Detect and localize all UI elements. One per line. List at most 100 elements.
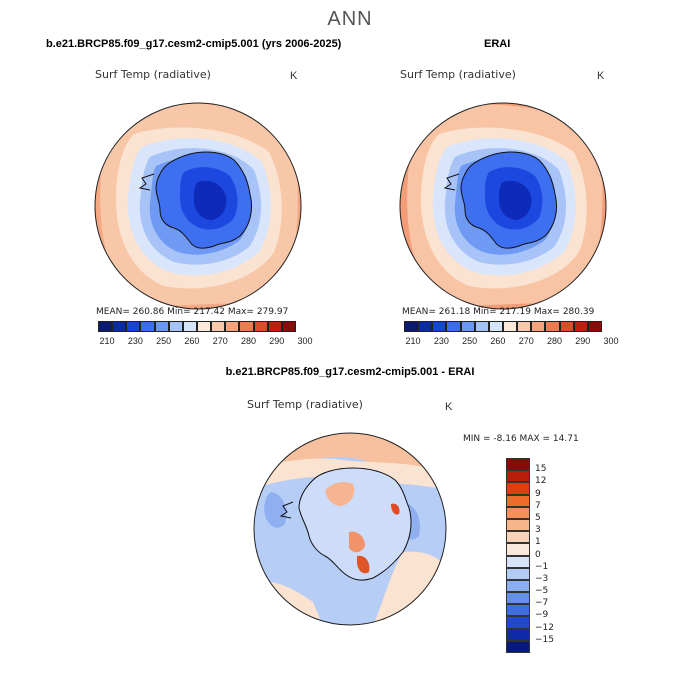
colorbar-tick-label: 260 bbox=[184, 336, 200, 346]
colorbar-swatch bbox=[517, 321, 532, 332]
colorbar-swatch bbox=[587, 321, 602, 332]
colorbar-swatch bbox=[506, 506, 530, 519]
panel-diff-title: b.e21.BRCP85.f09_g17.cesm2-cmip5.001 - E… bbox=[225, 366, 475, 378]
colorbar-swatch bbox=[418, 321, 433, 332]
colorbar-tick-label: 300 bbox=[297, 336, 313, 346]
colorbar-swatch bbox=[506, 640, 530, 653]
colorbar-tick-label: 210 bbox=[99, 336, 115, 346]
map-warm-anomaly-coast bbox=[357, 555, 370, 574]
colorbar-swatch bbox=[531, 321, 546, 332]
colorbar-tick-label: 260 bbox=[490, 336, 506, 346]
antarctic-peninsula bbox=[138, 173, 155, 191]
colorbar-tick-label: −9 bbox=[535, 610, 549, 621]
colorbar-swatch bbox=[474, 321, 489, 332]
colorbar-tick-label: 230 bbox=[433, 336, 449, 346]
colorbar-tick-label: −5 bbox=[535, 586, 549, 597]
colorbar-swatch bbox=[559, 321, 574, 332]
colorbar-swatch bbox=[573, 321, 588, 332]
colorbar-swatch bbox=[506, 616, 530, 629]
colorbar-tick-label: −3 bbox=[535, 573, 549, 584]
panel-obs-variable-label: Surf Temp (radiative) bbox=[400, 68, 516, 81]
colorbar-tick-label: −1 bbox=[535, 561, 549, 572]
colorbar-tick-label: −12 bbox=[535, 622, 554, 633]
panel-model-map bbox=[94, 102, 302, 310]
colorbar-tick-label: 0 bbox=[535, 549, 541, 560]
colorbar-tick-label: 15 bbox=[535, 464, 547, 475]
colorbar-tick-label: 280 bbox=[240, 336, 257, 346]
colorbar-swatch bbox=[506, 494, 530, 507]
colorbar-tick-label: 1 bbox=[535, 537, 541, 548]
colorbar-tick-label: 250 bbox=[462, 336, 478, 346]
colorbar-swatch bbox=[404, 321, 419, 332]
panel-obs-map bbox=[399, 102, 607, 310]
panel-diff-colorbar-ticks: 15 12 9 7 5 3 1 0 −1 −3 −5 −7 −9 −12 −15 bbox=[535, 458, 575, 653]
colorbar-swatch bbox=[506, 543, 530, 556]
colorbar-swatch bbox=[506, 592, 530, 605]
map-coldest-core bbox=[499, 180, 532, 220]
antarctic-peninsula bbox=[279, 501, 294, 519]
colorbar-swatch bbox=[460, 321, 475, 332]
colorbar-swatch bbox=[545, 321, 560, 332]
colorbar-tick-label: 230 bbox=[127, 336, 143, 346]
panel-model-units: K bbox=[290, 70, 298, 82]
panel-diff-stats: MIN = -8.16 MAX = 14.71 bbox=[463, 434, 579, 444]
colorbar-swatch bbox=[506, 531, 530, 544]
colorbar-swatch bbox=[432, 321, 447, 332]
colorbar-tick-label: 290 bbox=[575, 336, 591, 346]
colorbar-swatch bbox=[506, 555, 530, 568]
colorbar-swatch bbox=[253, 321, 268, 332]
colorbar-swatch bbox=[112, 321, 127, 332]
colorbar-swatch bbox=[506, 470, 530, 483]
colorbar-swatch bbox=[196, 321, 212, 332]
colorbar-swatch bbox=[502, 321, 518, 332]
colorbar-swatch bbox=[140, 321, 155, 332]
colorbar-swatch bbox=[126, 321, 141, 332]
panel-obs-units: K bbox=[597, 70, 605, 82]
colorbar-swatch bbox=[506, 518, 530, 532]
colorbar-swatch bbox=[446, 321, 461, 332]
panel-diff-units: K bbox=[445, 401, 453, 413]
colorbar-tick-label: 5 bbox=[535, 512, 541, 523]
colorbar-swatch bbox=[506, 579, 530, 593]
colorbar-swatch bbox=[506, 628, 530, 641]
colorbar-tick-label: 270 bbox=[518, 336, 534, 346]
colorbar-swatch bbox=[225, 321, 240, 332]
map-outline bbox=[253, 432, 447, 626]
colorbar-swatch bbox=[506, 567, 530, 580]
colorbar-swatch bbox=[239, 321, 254, 332]
colorbar-tick-label: 210 bbox=[405, 336, 421, 346]
colorbar-tick-label: 300 bbox=[603, 336, 619, 346]
colorbar-tick-label: 280 bbox=[546, 336, 563, 346]
map-warm-anomaly-interior bbox=[349, 531, 365, 553]
colorbar-swatch bbox=[168, 321, 183, 332]
colorbar-tick-label: −7 bbox=[535, 598, 549, 609]
colorbar-swatch bbox=[211, 321, 226, 332]
map-outline bbox=[399, 102, 607, 310]
panel-diff-variable-label: Surf Temp (radiative) bbox=[247, 398, 363, 411]
map-coldest-core bbox=[194, 180, 227, 220]
map-warm-anomaly-plateau bbox=[325, 482, 355, 506]
map-cool-patch-west bbox=[264, 492, 287, 528]
colorbar-swatch bbox=[267, 321, 282, 332]
panel-diff-map bbox=[253, 432, 447, 626]
colorbar-swatch bbox=[154, 321, 169, 332]
panel-model-colorbar-ticks: 210 230 250 260 270 280 290 300 bbox=[98, 336, 313, 348]
panel-obs-colorbar-ticks: 210 230 250 260 270 280 290 300 bbox=[404, 336, 619, 348]
colorbar-swatch bbox=[506, 458, 530, 471]
panel-model-stats: MEAN= 260.86 Min= 217.42 Max= 279.97 bbox=[96, 307, 289, 317]
panel-obs-stats: MEAN= 261.18 Min= 217.19 Max= 280.39 bbox=[402, 307, 595, 317]
colorbar-swatch bbox=[506, 482, 530, 495]
panel-diff-colorbar bbox=[506, 458, 530, 653]
map-warm-anomaly-east bbox=[391, 503, 400, 515]
colorbar-tick-label: 7 bbox=[535, 500, 541, 511]
colorbar-tick-label: 250 bbox=[156, 336, 172, 346]
panel-model-variable-label: Surf Temp (radiative) bbox=[95, 68, 211, 81]
colorbar-swatch bbox=[281, 321, 296, 332]
panel-obs-title: ERAI bbox=[484, 38, 511, 50]
panel-model-colorbar bbox=[98, 321, 296, 332]
colorbar-tick-label: 9 bbox=[535, 488, 541, 499]
figure-title: ANN bbox=[327, 8, 373, 30]
colorbar-tick-label: 290 bbox=[269, 336, 285, 346]
antarctic-peninsula bbox=[443, 173, 460, 191]
map-outline bbox=[94, 102, 302, 310]
